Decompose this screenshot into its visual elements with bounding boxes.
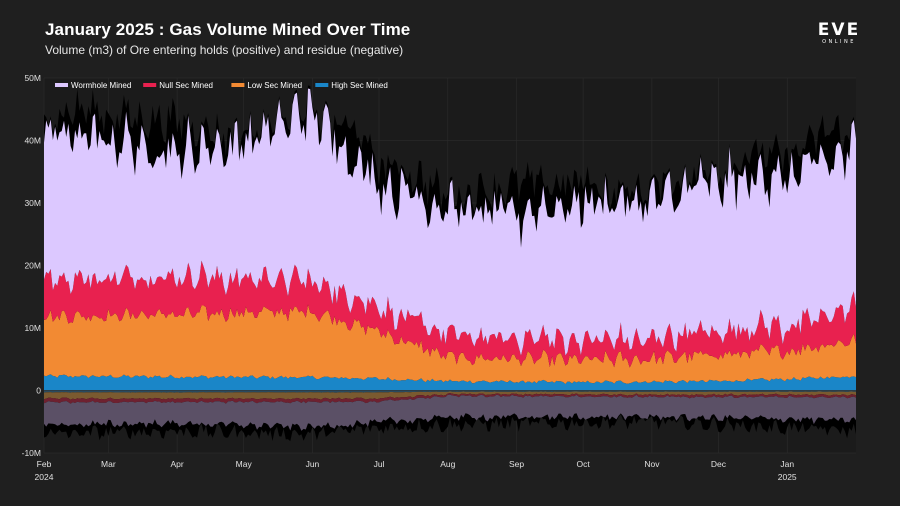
- high-sec-residue-area: [44, 390, 856, 393]
- legend-null-sec-label: Null Sec Mined: [159, 81, 213, 90]
- null-sec-residue-area: [44, 393, 856, 404]
- x-tick-label: Oct: [576, 459, 590, 469]
- legend-null-sec-swatch: [143, 83, 157, 87]
- wormhole-area: [44, 88, 856, 356]
- logo-sub-text: ONLINE: [822, 39, 856, 45]
- x-tick-sublabel: 2024: [35, 472, 54, 482]
- y-tick-label: 10M: [24, 323, 41, 333]
- x-tick-label: Feb: [37, 459, 52, 469]
- y-tick-label: 40M: [24, 136, 41, 146]
- y-tick-label: -10M: [22, 448, 41, 458]
- y-tick-label: 30M: [24, 198, 41, 208]
- x-tick-label: Jul: [374, 459, 385, 469]
- y-tick-label: 20M: [24, 261, 41, 271]
- x-tick-label: Jun: [306, 459, 320, 469]
- legend-wormhole-label: Wormhole Mined: [71, 81, 131, 90]
- low-sec-area: [44, 304, 856, 384]
- wormhole-residue-area: [44, 394, 856, 431]
- x-tick-label: Mar: [101, 459, 116, 469]
- x-tick-sublabel: 2025: [778, 472, 797, 482]
- low-sec-residue-area: [44, 391, 856, 400]
- x-tick-label: Apr: [170, 459, 183, 469]
- x-tick-label: Sep: [509, 459, 524, 469]
- x-tick-label: May: [236, 459, 253, 469]
- legend-low-sec-label: Low Sec Mined: [247, 81, 302, 90]
- x-tick-label: Jan: [780, 459, 794, 469]
- legend-low-sec-swatch: [231, 83, 245, 87]
- x-tick-label: Dec: [711, 459, 727, 469]
- legend-wormhole-swatch: [55, 83, 68, 87]
- y-tick-label: 50M: [24, 73, 41, 83]
- legend-high-sec-swatch: [315, 83, 329, 87]
- eve-online-logo: EVE ONLINE: [812, 20, 866, 46]
- logo-main-text: EVE: [817, 20, 861, 40]
- chart-title: January 2025 : Gas Volume Mined Over Tim…: [45, 20, 411, 39]
- y-tick-label: 0: [36, 386, 41, 396]
- legend-high-sec-label: High Sec Mined: [331, 81, 387, 90]
- chart-subtitle: Volume (m3) of Ore entering holds (posit…: [45, 43, 404, 57]
- null-sec-area: [44, 260, 856, 368]
- x-tick-label: Aug: [440, 459, 455, 469]
- x-tick-label: Nov: [644, 459, 660, 469]
- high-sec-area: [44, 374, 856, 391]
